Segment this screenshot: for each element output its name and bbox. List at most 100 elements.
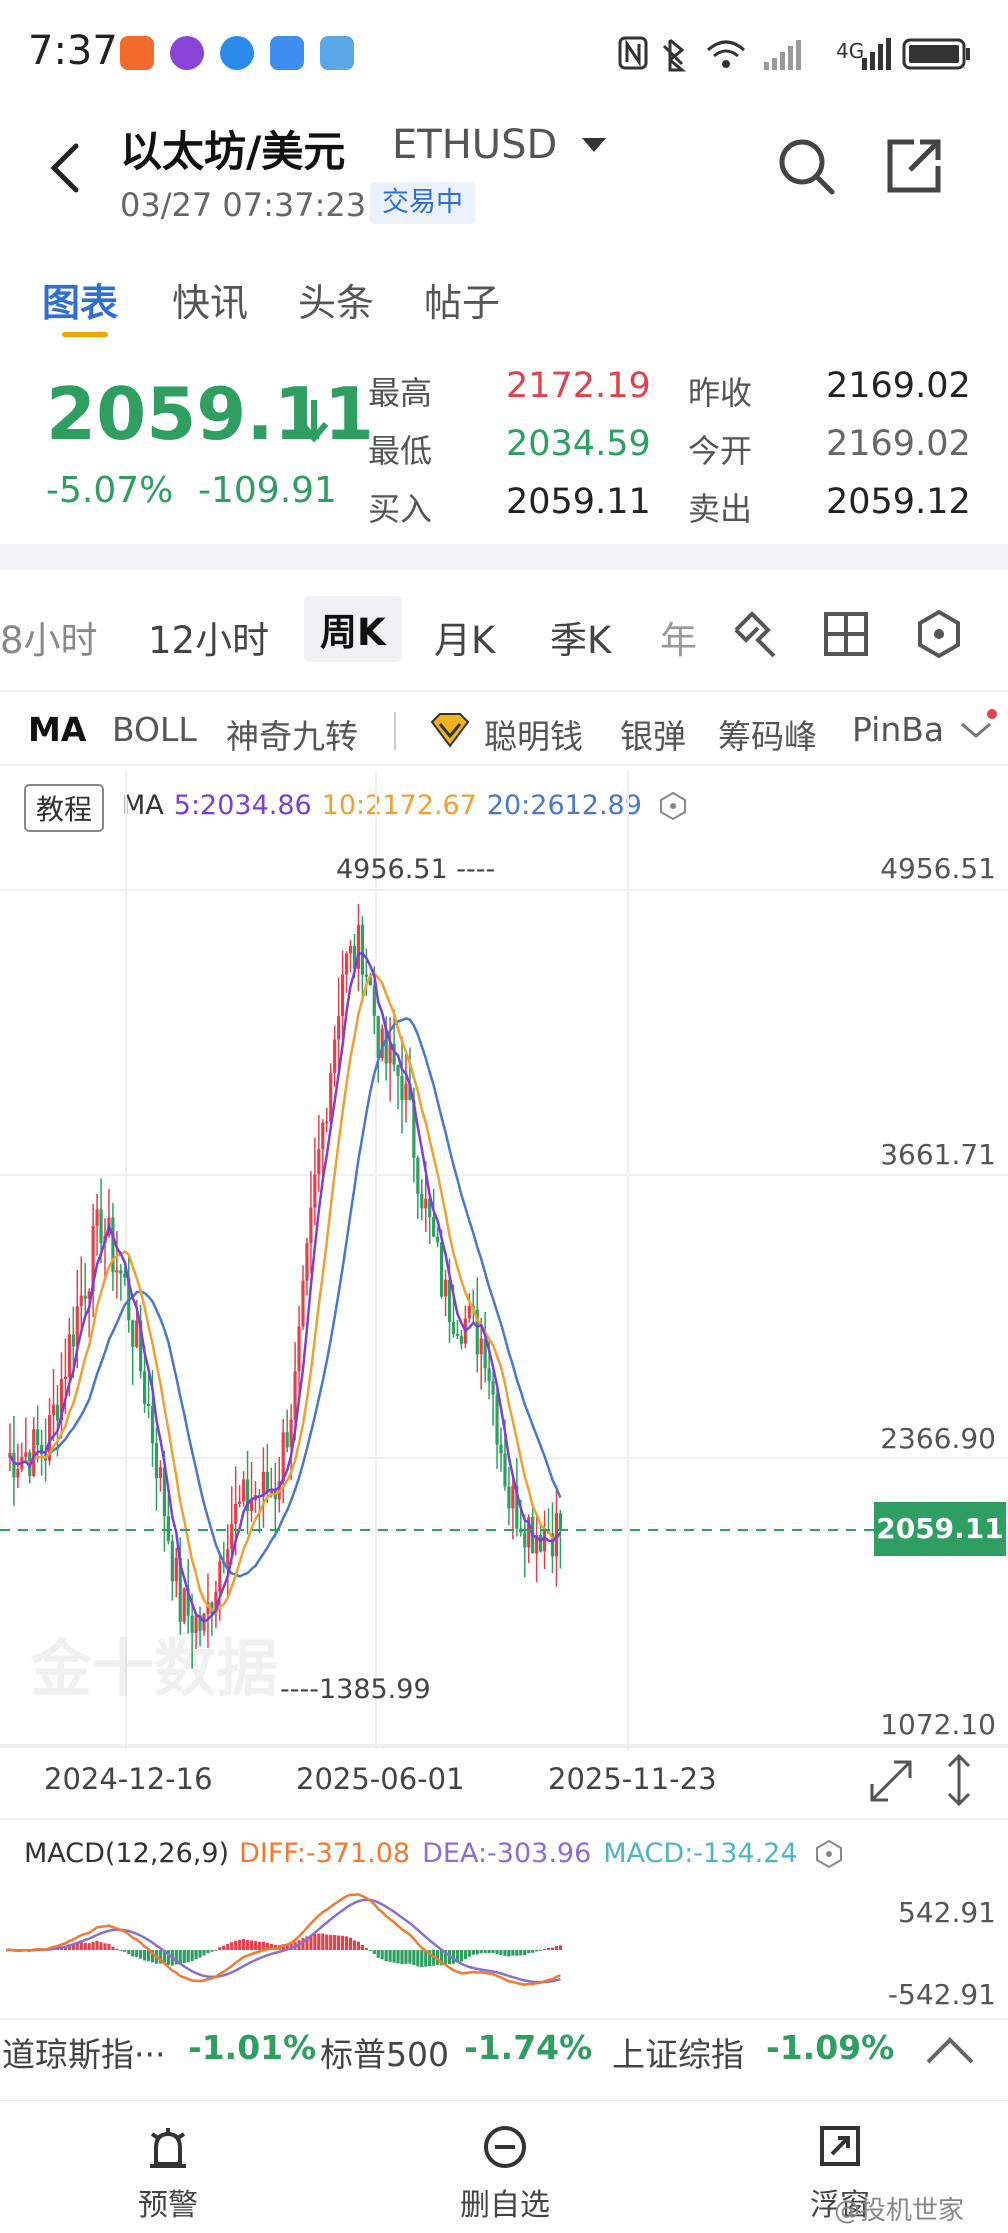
indicator-ma[interactable]: MA: [28, 710, 87, 749]
macd-bar: [531, 1950, 535, 1953]
candle-body: [135, 1320, 139, 1347]
date-axis-label: 2025-11-23: [548, 1762, 717, 1796]
macd-bar: [329, 1934, 333, 1950]
settings-hexagon-icon[interactable]: [814, 1839, 844, 1869]
ma-label: MA: [122, 790, 164, 821]
candle-body: [499, 1444, 503, 1454]
candle-body: [230, 1523, 234, 1550]
status-bar: 7:37 4G: [0, 0, 1008, 100]
settings-hexagon-icon[interactable]: [658, 791, 688, 821]
indicator-pinbar[interactable]: PinBa: [852, 710, 945, 749]
candle-body: [59, 1379, 64, 1421]
period-quarter[interactable]: 季K: [550, 619, 612, 662]
candle-body: [71, 1334, 75, 1347]
indicator-silver-bullet[interactable]: 银弹: [620, 717, 686, 756]
macd-bar: [451, 1950, 456, 1964]
candlestick-chart[interactable]: 金十数据 4956.51 ---- ----1385.99: [0, 770, 1008, 1750]
candle-body: [440, 1242, 444, 1297]
macd-bar: [420, 1950, 424, 1968]
alarm-icon[interactable]: [148, 2126, 188, 2170]
high-label: 最高: [368, 374, 433, 412]
macd-bar: [301, 1938, 305, 1950]
tab-posts[interactable]: 帖子: [424, 281, 501, 325]
indicator-td9[interactable]: 神奇九转: [226, 717, 358, 756]
macd-bar: [558, 1945, 562, 1950]
candle-body: [218, 1561, 222, 1592]
candle-body: [503, 1453, 507, 1487]
app-notification-icon: [120, 36, 154, 70]
search-icon[interactable]: [776, 136, 836, 196]
macd-bar: [91, 1941, 95, 1950]
settings-hexagon-icon[interactable]: [914, 608, 964, 660]
index-value-shanghai[interactable]: -1.09%: [766, 2028, 895, 2067]
period-week[interactable]: 周K: [304, 596, 402, 662]
ma10-line: [8, 972, 561, 1615]
toolbar-divider: [0, 690, 1008, 692]
price-axis-label: 4956.51: [880, 852, 996, 885]
period-year[interactable]: 年: [660, 619, 697, 662]
nav-remove-label[interactable]: 删自选: [460, 2188, 550, 2223]
indicator-boll[interactable]: BOLL: [112, 710, 197, 749]
macd-bar: [515, 1950, 519, 1956]
period-8h[interactable]: 8小时: [0, 619, 98, 662]
tutorial-button[interactable]: 教程: [24, 784, 105, 832]
macd-bar: [95, 1941, 99, 1950]
macd-bar: [67, 1944, 71, 1950]
diff-line: [5, 1893, 561, 1986]
candle-body: [519, 1528, 523, 1533]
fullscreen-icon[interactable]: [866, 1756, 916, 1806]
app-notification-icon: [170, 36, 204, 70]
back-icon[interactable]: [44, 140, 84, 196]
period-month[interactable]: 月K: [434, 619, 496, 662]
macd-bar: [333, 1935, 337, 1950]
index-value-dow[interactable]: -1.01%: [188, 2028, 317, 2067]
float-window-icon[interactable]: [818, 2124, 862, 2168]
macd-bar: [285, 1944, 289, 1950]
macd-bar: [475, 1950, 479, 1955]
layout-grid-icon[interactable]: [822, 610, 870, 658]
candle-body: [123, 1273, 127, 1278]
vertical-scale-icon[interactable]: [944, 1752, 974, 1808]
candle-body: [356, 924, 361, 969]
tab-news-flash[interactable]: 快讯: [172, 281, 249, 325]
nav-alert-label[interactable]: 预警: [138, 2188, 198, 2223]
candle-body: [372, 985, 376, 1016]
candle-body: [162, 1467, 166, 1517]
index-value-sp500[interactable]: -1.74%: [464, 2028, 593, 2067]
period-12h[interactable]: 12小时: [148, 619, 270, 662]
macd-bar: [253, 1941, 258, 1950]
indicator-smart-money[interactable]: 聪明钱: [484, 717, 583, 756]
candle-body: [459, 1335, 463, 1344]
candle-body: [396, 1064, 400, 1076]
tab-chart[interactable]: 图表: [42, 281, 119, 325]
chevron-down-icon[interactable]: [582, 138, 606, 152]
candle-body: [63, 1376, 67, 1380]
candle-body: [190, 1615, 194, 1633]
draw-tool-icon[interactable]: [728, 608, 780, 660]
index-name-sp500[interactable]: 标普500: [320, 2035, 449, 2074]
ma5-value: 5:2034.86: [173, 790, 312, 821]
candle-body: [321, 1122, 325, 1150]
candle-body: [269, 1491, 273, 1494]
bid-value: 2059.11: [506, 482, 651, 522]
indicator-chip-peak[interactable]: 筹码峰: [718, 717, 817, 756]
candle-body: [364, 974, 368, 977]
candle-body: [143, 1371, 147, 1404]
macd-chart: [5, 1893, 562, 1986]
macd-bar: [257, 1941, 262, 1950]
candle-body: [511, 1485, 515, 1509]
candle-body: [12, 1452, 16, 1478]
index-name-shanghai[interactable]: 上证综指: [612, 2035, 744, 2074]
macd-bar: [519, 1950, 523, 1956]
share-icon[interactable]: [884, 136, 944, 196]
remove-watchlist-icon[interactable]: [482, 2124, 528, 2170]
macd-bar: [261, 1941, 265, 1950]
tab-headlines[interactable]: 头条: [298, 281, 375, 325]
macd-bar: [440, 1950, 444, 1966]
chevron-up-icon[interactable]: [922, 2030, 978, 2070]
nav-float-label[interactable]: 浮窗: [810, 2188, 870, 2223]
chevron-down-icon[interactable]: [956, 706, 1000, 750]
symbol-selector[interactable]: ETHUSD: [392, 122, 558, 168]
dea-line: [6, 1898, 561, 1984]
index-name-dow[interactable]: 道琼斯指···: [2, 2035, 166, 2074]
